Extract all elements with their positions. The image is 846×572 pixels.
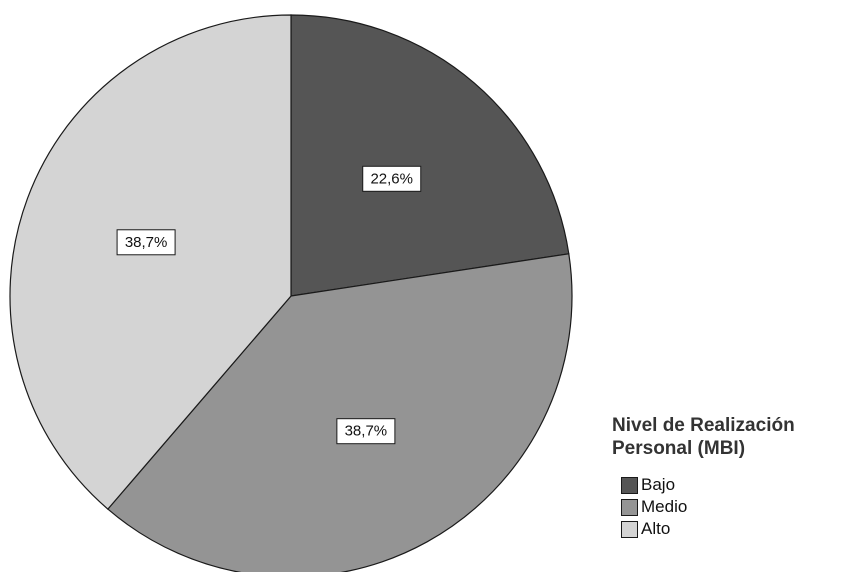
legend-label-alto: Alto xyxy=(641,519,671,538)
legend-item-alto: Alto xyxy=(612,518,844,540)
legend-label-medio: Medio xyxy=(641,497,688,516)
legend-item-medio: Medio xyxy=(612,496,844,518)
data-label-bajo: 22,6% xyxy=(362,165,422,192)
legend-swatch-alto xyxy=(621,520,638,538)
pie-data-labels: 22,6% 38,7% 38,7% xyxy=(116,165,422,445)
pie-slices xyxy=(9,14,573,572)
pie-slice-medio xyxy=(106,253,573,572)
data-label-text-medio: 38,7% xyxy=(345,423,388,440)
legend: Nivel de Realización Personal (MBI) Bajo… xyxy=(612,414,844,540)
pie-slice-alto xyxy=(9,14,292,510)
pie-slice-bajo xyxy=(290,14,570,297)
legend-item-bajo: Bajo xyxy=(612,474,844,496)
legend-swatch-bajo xyxy=(621,476,638,494)
data-label-text-alto: 38,7% xyxy=(125,234,168,251)
data-label-box-bajo xyxy=(362,165,422,192)
legend-label-bajo: Bajo xyxy=(641,475,676,494)
data-label-box-medio xyxy=(336,418,396,445)
data-label-medio: 38,7% xyxy=(336,418,396,445)
data-label-text-bajo: 22,6% xyxy=(370,170,413,187)
legend-title: Nivel de Realización Personal (MBI) xyxy=(612,415,795,459)
data-label-box-alto xyxy=(116,229,176,256)
data-label-alto: 38,7% xyxy=(116,229,176,256)
legend-items: Bajo Medio Alto xyxy=(612,474,844,540)
legend-swatch-medio xyxy=(621,498,638,516)
